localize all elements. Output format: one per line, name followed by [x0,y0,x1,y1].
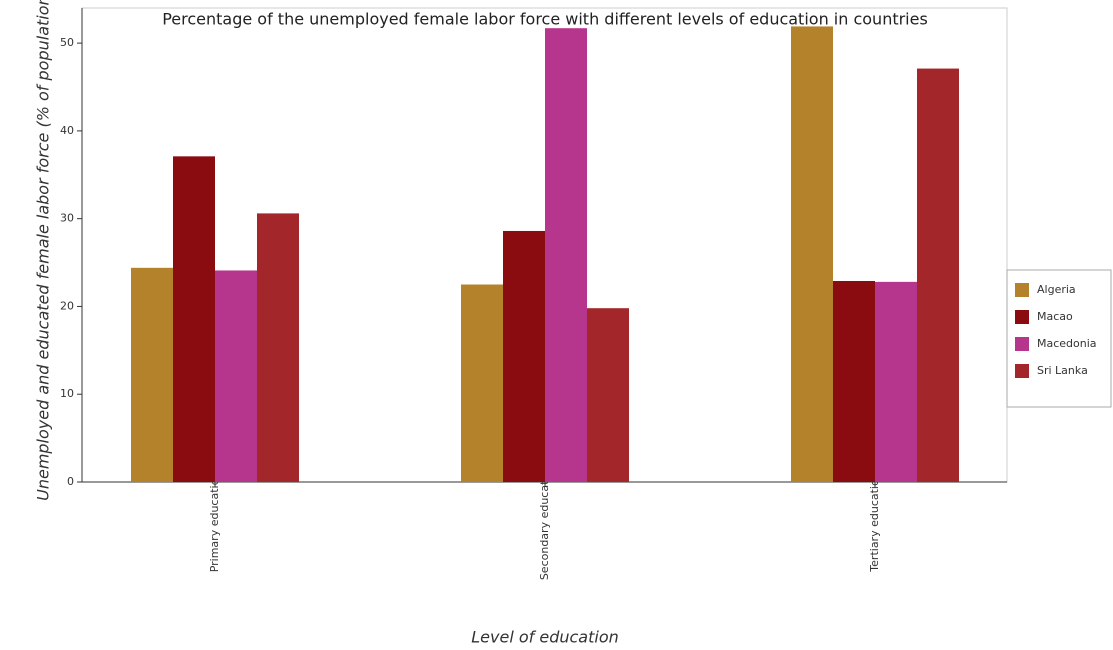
y-tick-label: 0 [67,475,74,488]
legend-label: Macao [1037,310,1073,323]
legend-swatch [1015,337,1029,351]
legend-swatch [1015,364,1029,378]
bar [257,213,299,482]
legend-swatch [1015,283,1029,297]
bar [215,270,257,482]
bar [791,26,833,483]
chart-title: Percentage of the unemployed female labo… [162,10,928,29]
bar [131,267,173,482]
legend-label: Algeria [1037,283,1076,296]
legend-label: Macedonia [1037,337,1097,350]
x-tick-label: Tertiary education [868,472,881,572]
x-axis-label: Level of education [471,628,619,647]
bar [503,230,545,482]
bar [875,281,917,482]
legend-label: Sri Lanka [1037,364,1088,377]
x-tick-label: Primary education [208,472,221,573]
bar [173,156,215,482]
y-tick-label: 40 [60,124,74,137]
x-tick-label: Secondary education [538,464,551,580]
y-tick-label: 50 [60,36,74,49]
bar [545,28,587,482]
y-tick-label: 10 [60,387,74,400]
y-tick-label: 20 [60,299,74,312]
bar [833,280,875,482]
bar [461,284,503,482]
legend-swatch [1015,310,1029,324]
y-tick-label: 30 [60,212,74,225]
bar [587,308,629,482]
y-axis-label: Unemployed and educated female labor for… [34,0,53,501]
bar [917,68,959,483]
